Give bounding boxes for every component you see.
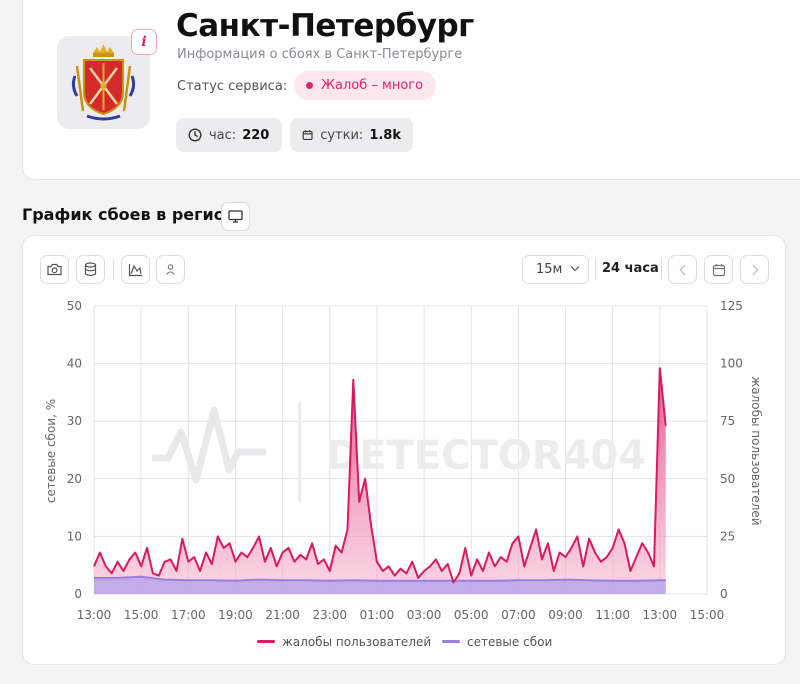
stat-day: сутки: 1.8k [290,118,413,152]
calendar-button[interactable] [704,255,733,284]
stat-hour-value: 220 [242,127,270,143]
x-tick: 11:00 [595,608,630,622]
coat-of-arms-icon [71,44,136,121]
y-right-tick: 0 [720,587,728,601]
legend-network-label[interactable]: сетевые сбои [467,635,552,649]
page-title: Санкт-Петербург [176,8,474,44]
x-tick: 03:00 [407,608,442,622]
legend-complaints-label[interactable]: жалобы пользователей [282,635,431,649]
clock-icon [188,128,202,142]
y-right-label: жалобы пользователей [749,376,763,525]
y-left-tick: 30 [67,414,82,428]
city-logo [57,36,150,129]
y-right-tick: 75 [720,414,735,428]
x-tick: 17:00 [171,608,206,622]
stat-day-value: 1.8k [369,127,401,143]
x-tick: 13:00 [643,608,678,622]
legend-network-swatch [442,640,460,643]
x-tick: 05:00 [454,608,489,622]
y-left-tick: 50 [67,299,82,313]
x-tick: 09:00 [548,608,583,622]
network-line [94,575,666,582]
range-label: 24 часа [602,261,659,276]
watermark-text: DETECTOR404 [326,433,646,479]
stat-day-label: сутки: [320,127,364,143]
chevron-left-icon [679,264,685,275]
screenshot-button[interactable] [40,255,69,284]
stat-hour: час: 220 [176,118,282,152]
legend-complaints-swatch [257,640,275,643]
x-tick: 13:00 [77,608,112,622]
chart-legend: жалобы пользователей сетевые сбои [257,635,552,649]
y-right-tick: 125 [720,299,743,313]
y-right-tick: 100 [720,357,743,371]
x-tick: 15:00 [690,608,725,622]
chart-type-button[interactable] [121,255,150,284]
complaints-area [94,368,666,594]
toolbar-divider-3 [661,259,662,280]
y-left-tick: 20 [67,472,82,486]
toolbar-divider [113,259,114,280]
database-icon [84,262,97,277]
stat-hour-label: час: [209,127,237,143]
toolbar-divider-2 [595,259,596,280]
prev-period-button[interactable] [668,255,697,284]
data-button[interactable] [76,255,105,284]
y-right-tick: 25 [720,529,735,543]
status-value: Жалоб – много [321,78,424,93]
next-period-button[interactable] [740,255,769,284]
x-tick: 21:00 [265,608,300,622]
user-filter-button[interactable] [156,255,185,284]
watermark: DETECTOR404 [152,402,646,502]
x-tick: 23:00 [312,608,347,622]
display-mode-button[interactable] [221,202,250,231]
y-left-tick: 0 [74,587,82,601]
x-tick: 01:00 [360,608,395,622]
status-dot [306,82,313,89]
y-left-label: сетевые сбои, % [44,399,58,503]
interval-value: 15м [536,262,563,277]
y-left-tick: 40 [67,357,82,371]
status-label: Статус сервиса: [177,79,288,94]
info-button[interactable]: i [131,29,157,55]
y-left-tick: 10 [67,529,82,543]
user-icon [166,264,175,275]
interval-select[interactable]: 15м [522,255,589,284]
calendar-icon [712,263,725,276]
status-badge: Жалоб – много [294,71,437,100]
x-tick: 15:00 [124,608,159,622]
camera-icon [47,263,62,276]
chevron-down-icon [570,266,580,272]
section-title: График сбоев в регионе [22,205,247,224]
x-tick: 19:00 [218,608,253,622]
area-chart-icon [128,263,142,276]
chevron-right-icon [752,264,758,275]
page-subtitle: Информация о сбоях в Санкт-Петербурге [177,47,463,62]
complaints-line [93,367,667,584]
x-tick: 07:00 [501,608,536,622]
calendar-icon [302,130,313,140]
y-right-tick: 50 [720,472,735,486]
monitor-icon [228,210,243,223]
